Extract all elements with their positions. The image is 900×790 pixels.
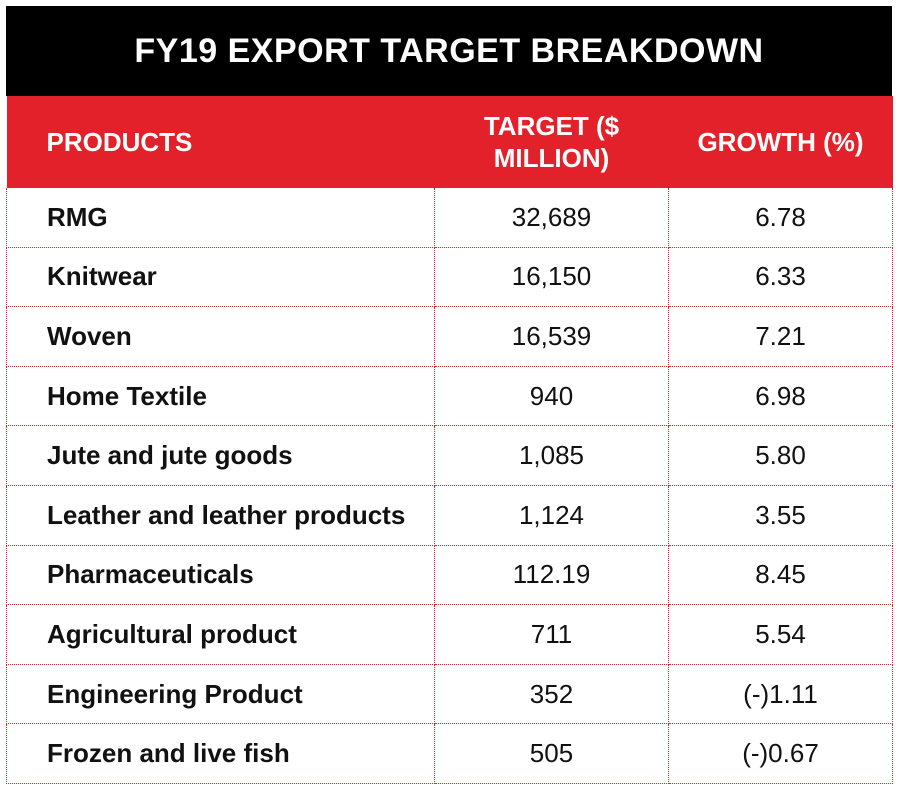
table-row: Engineering Product 352 (-)1.11 <box>6 664 893 725</box>
header-growth: GROWTH (%) <box>668 96 893 188</box>
header-row: PRODUCTS TARGET ($ MILLION) GROWTH (%) <box>6 96 893 188</box>
growth-cell: (-)1.11 <box>668 664 893 725</box>
target-cell: 1,124 <box>434 485 669 546</box>
growth-cell: 5.80 <box>668 425 893 486</box>
target-cell: 1,085 <box>434 425 669 486</box>
table-row: Frozen and live fish 505 (-)0.67 <box>6 723 893 784</box>
growth-cell: 6.98 <box>668 366 893 427</box>
table-row: Home Textile 940 6.98 <box>6 366 893 427</box>
product-cell: RMG <box>6 188 435 248</box>
product-cell: Woven <box>6 306 435 367</box>
target-cell: 940 <box>434 366 669 427</box>
header-target: TARGET ($ MILLION) <box>434 96 669 188</box>
table-row: Woven 16,539 7.21 <box>6 306 893 367</box>
growth-cell: 6.78 <box>668 188 893 248</box>
growth-cell: 6.33 <box>668 247 893 308</box>
target-cell: 16,150 <box>434 247 669 308</box>
product-cell: Agricultural product <box>6 604 435 665</box>
export-target-table: PRODUCTS TARGET ($ MILLION) GROWTH (%) RM… <box>6 96 893 784</box>
table-row: Leather and leather products 1,124 3.55 <box>6 485 893 546</box>
table-body: RMG 32,689 6.78 Knitwear 16,150 6.33 Woven 16,5… <box>6 188 893 784</box>
target-cell: 32,689 <box>434 188 669 248</box>
table-row: Knitwear 16,150 6.33 <box>6 247 893 308</box>
product-cell: Home Textile <box>6 366 435 427</box>
table-row: Agricultural product 711 5.54 <box>6 604 893 665</box>
table-title: FY19 EXPORT TARGET BREAKDOWN <box>6 6 892 96</box>
product-cell: Leather and leather products <box>6 485 435 546</box>
product-cell: Pharmaceuticals <box>6 545 435 606</box>
growth-cell: (-)0.67 <box>668 723 893 784</box>
export-table-card: FY19 EXPORT TARGET BREAKDOWN PRODUCTS TA… <box>6 6 893 784</box>
growth-cell: 7.21 <box>668 306 893 367</box>
growth-cell: 3.55 <box>668 485 893 546</box>
product-cell: Engineering Product <box>6 664 435 725</box>
target-cell: 352 <box>434 664 669 725</box>
target-cell: 711 <box>434 604 669 665</box>
growth-cell: 8.45 <box>668 545 893 606</box>
target-cell: 505 <box>434 723 669 784</box>
target-cell: 16,539 <box>434 306 669 367</box>
target-cell: 112.19 <box>434 545 669 606</box>
table-row: RMG 32,689 6.78 <box>6 188 893 248</box>
table-row: Pharmaceuticals 112.19 8.45 <box>6 545 893 606</box>
table-row: Jute and jute goods 1,085 5.80 <box>6 425 893 486</box>
product-cell: Frozen and live fish <box>6 723 435 784</box>
product-cell: Jute and jute goods <box>6 425 435 486</box>
product-cell: Knitwear <box>6 247 435 308</box>
growth-cell: 5.54 <box>668 604 893 665</box>
header-products: PRODUCTS <box>6 96 435 188</box>
